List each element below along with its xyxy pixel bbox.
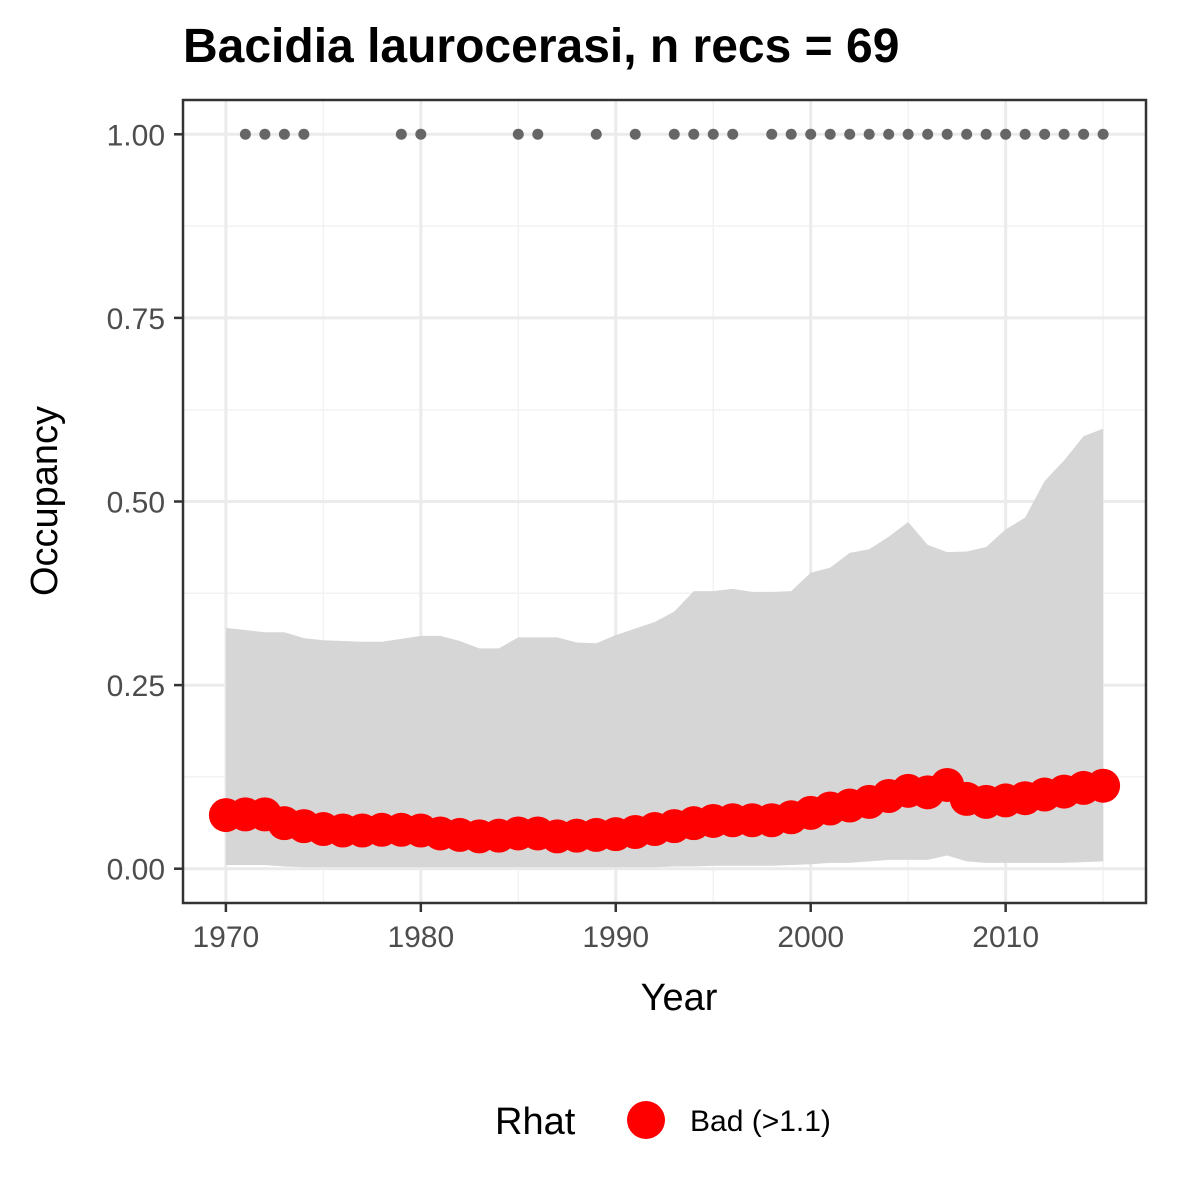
record-point [395, 128, 407, 140]
x-tick-label: 1990 [582, 921, 649, 954]
record-point [785, 128, 797, 140]
x-tick-label: 2010 [972, 921, 1039, 954]
record-point [629, 128, 641, 140]
x-tick-label: 1980 [387, 921, 454, 954]
y-axis: 0.00 0.25 0.50 0.75 1.00 [107, 119, 183, 887]
record-point [883, 128, 895, 140]
y-tick-label: 0.50 [107, 487, 165, 520]
record-point [590, 128, 602, 140]
x-tick-label: 1970 [193, 921, 260, 954]
record-point [668, 128, 680, 140]
record-point [922, 128, 934, 140]
occupancy-line-layer [208, 767, 1121, 854]
record-point [239, 128, 251, 140]
record-point [532, 128, 544, 140]
record-point [1019, 128, 1031, 140]
legend-title: Rhat [495, 1101, 576, 1143]
record-point [259, 128, 271, 140]
legend-label-bad: Bad (>1.1) [690, 1105, 831, 1138]
record-point [980, 128, 992, 140]
y-tick-label: 0.75 [107, 303, 165, 336]
x-axis: 1970 1980 1990 2000 2010 [193, 903, 1039, 954]
record-point [863, 128, 875, 140]
record-points-layer [239, 128, 1109, 140]
record-point [961, 128, 973, 140]
y-tick-label: 1.00 [107, 119, 165, 152]
legend: Rhat Bad (>1.1) [495, 1101, 831, 1143]
record-point [805, 128, 817, 140]
record-point [1058, 128, 1070, 140]
x-tick-label: 2000 [777, 921, 844, 954]
legend-key-bad [627, 1101, 665, 1139]
record-point [298, 128, 310, 140]
record-point [844, 128, 856, 140]
x-axis-title: Year [641, 977, 718, 1019]
record-point [1039, 128, 1051, 140]
record-point [415, 128, 427, 140]
record-point [1097, 128, 1109, 140]
record-point [902, 128, 914, 140]
record-point [727, 128, 739, 140]
record-point [824, 128, 836, 140]
record-point [512, 128, 524, 140]
chart-title: Bacidia laurocerasi, n recs = 69 [183, 20, 899, 73]
record-point [1000, 128, 1012, 140]
record-point [688, 128, 700, 140]
record-point [941, 128, 953, 140]
record-point [766, 128, 778, 140]
y-tick-label: 0.25 [107, 670, 165, 703]
record-point [278, 128, 290, 140]
y-axis-title: Occupancy [24, 406, 66, 596]
occupancy-point [1086, 768, 1121, 803]
confidence-ribbon [225, 428, 1104, 868]
y-tick-label: 0.00 [107, 854, 165, 887]
record-point [707, 128, 719, 140]
confidence-ribbon-layer [225, 428, 1104, 868]
record-point [1078, 128, 1090, 140]
